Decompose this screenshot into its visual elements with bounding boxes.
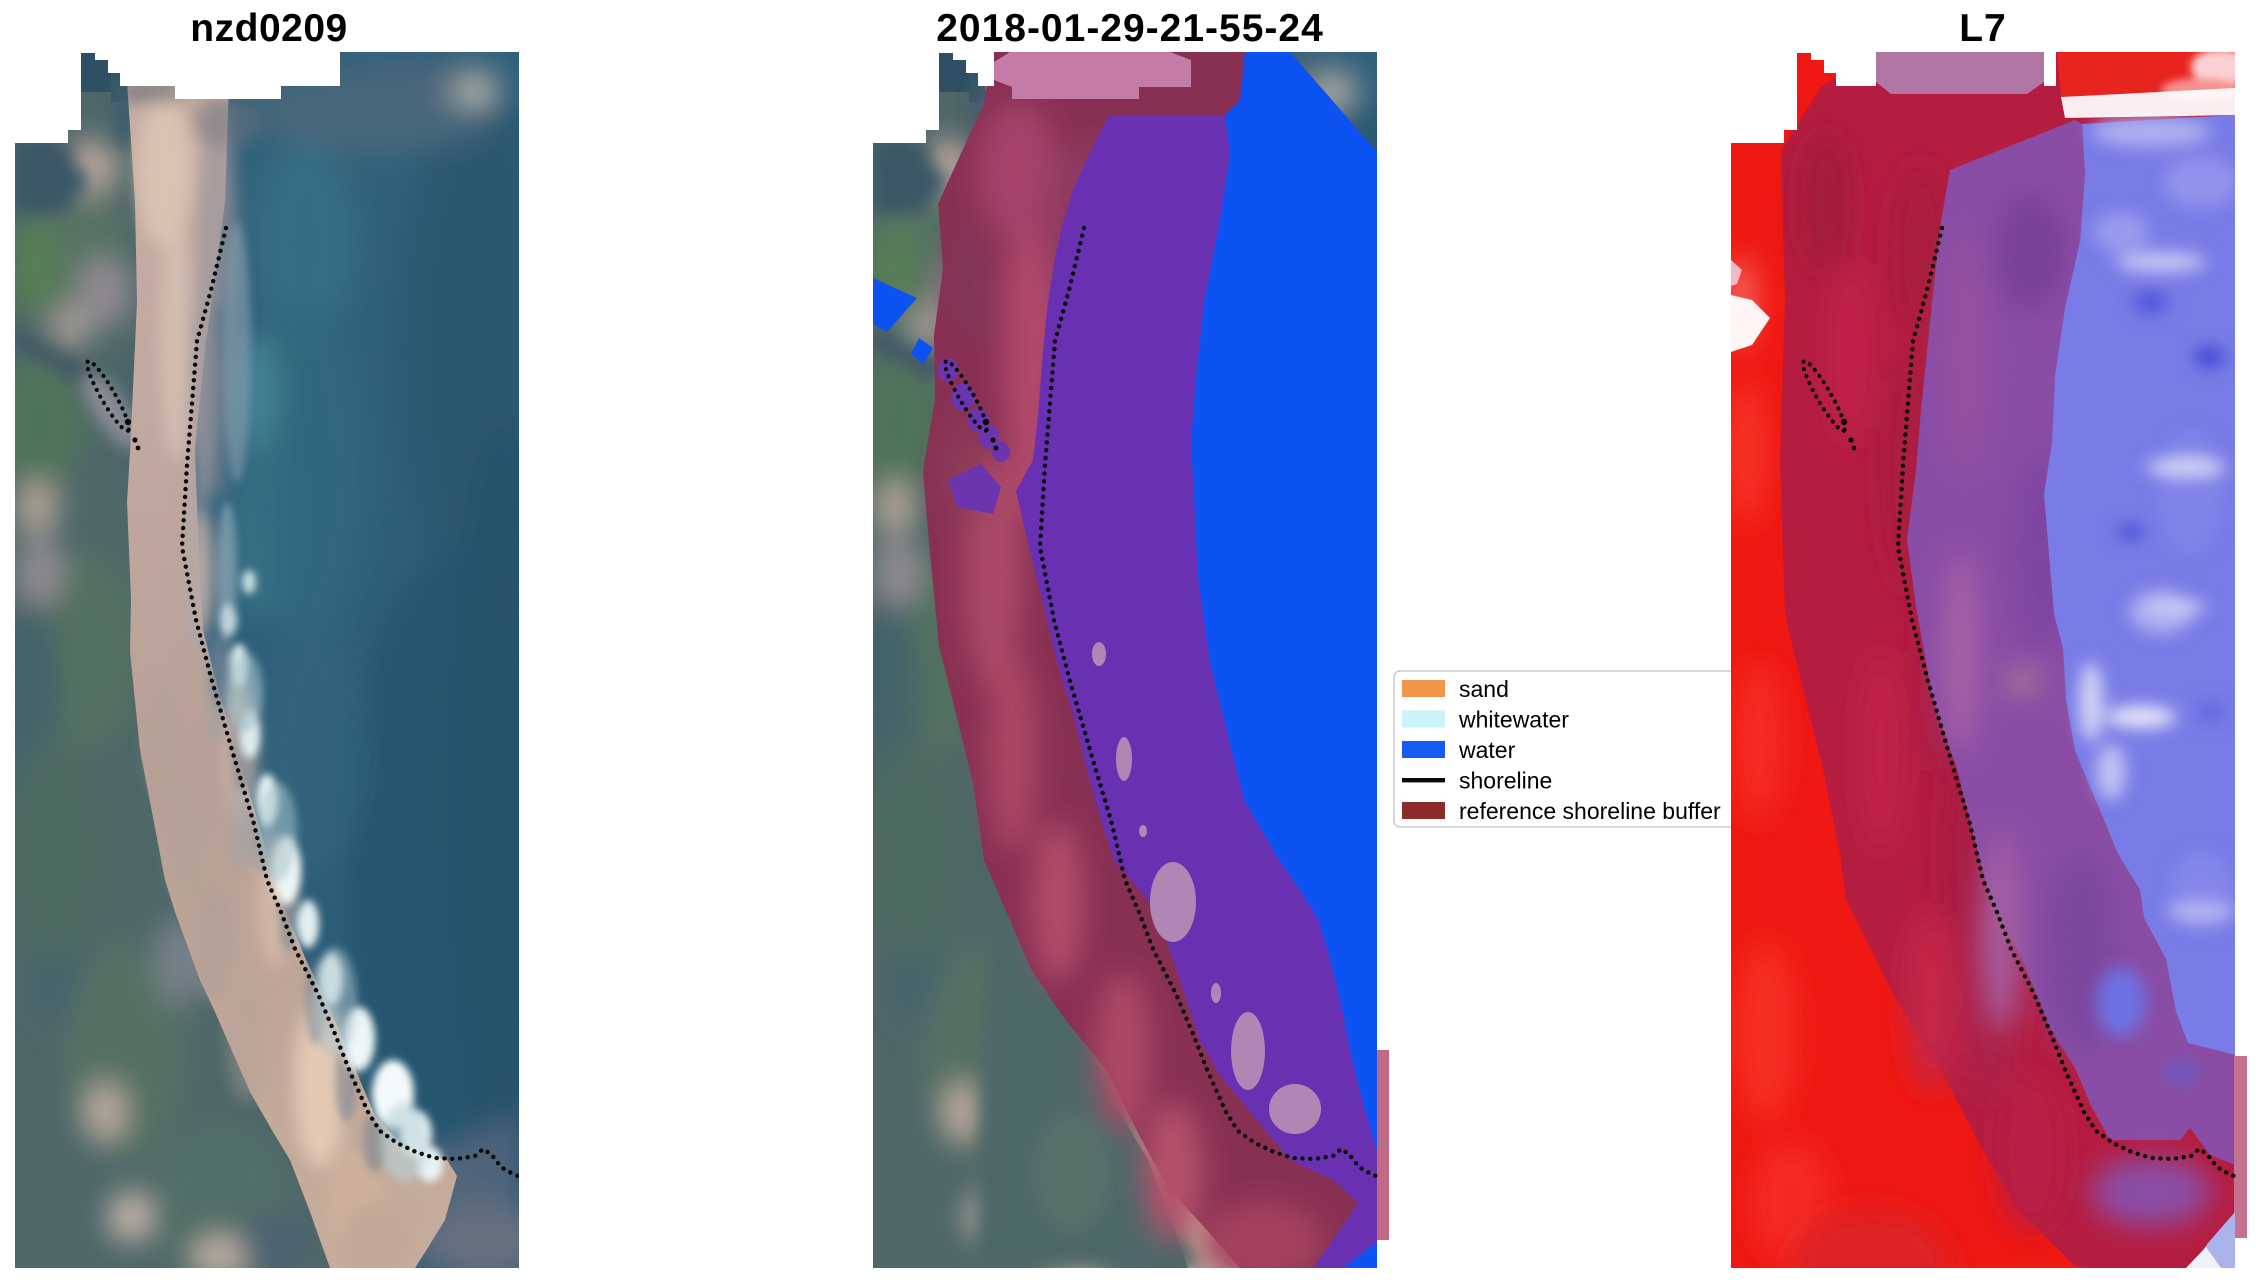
- svg-text:nzd0209: nzd0209: [190, 7, 347, 50]
- svg-text:reference shoreline buffer: reference shoreline buffer: [1459, 798, 1721, 824]
- svg-text:2018-01-29-21-55-24: 2018-01-29-21-55-24: [936, 7, 1324, 50]
- svg-text:whitewater: whitewater: [1458, 707, 1569, 733]
- svg-text:sand: sand: [1459, 676, 1509, 702]
- svg-text:L7: L7: [1959, 7, 2007, 50]
- svg-text:shoreline: shoreline: [1459, 768, 1552, 794]
- svg-text:water: water: [1458, 737, 1516, 763]
